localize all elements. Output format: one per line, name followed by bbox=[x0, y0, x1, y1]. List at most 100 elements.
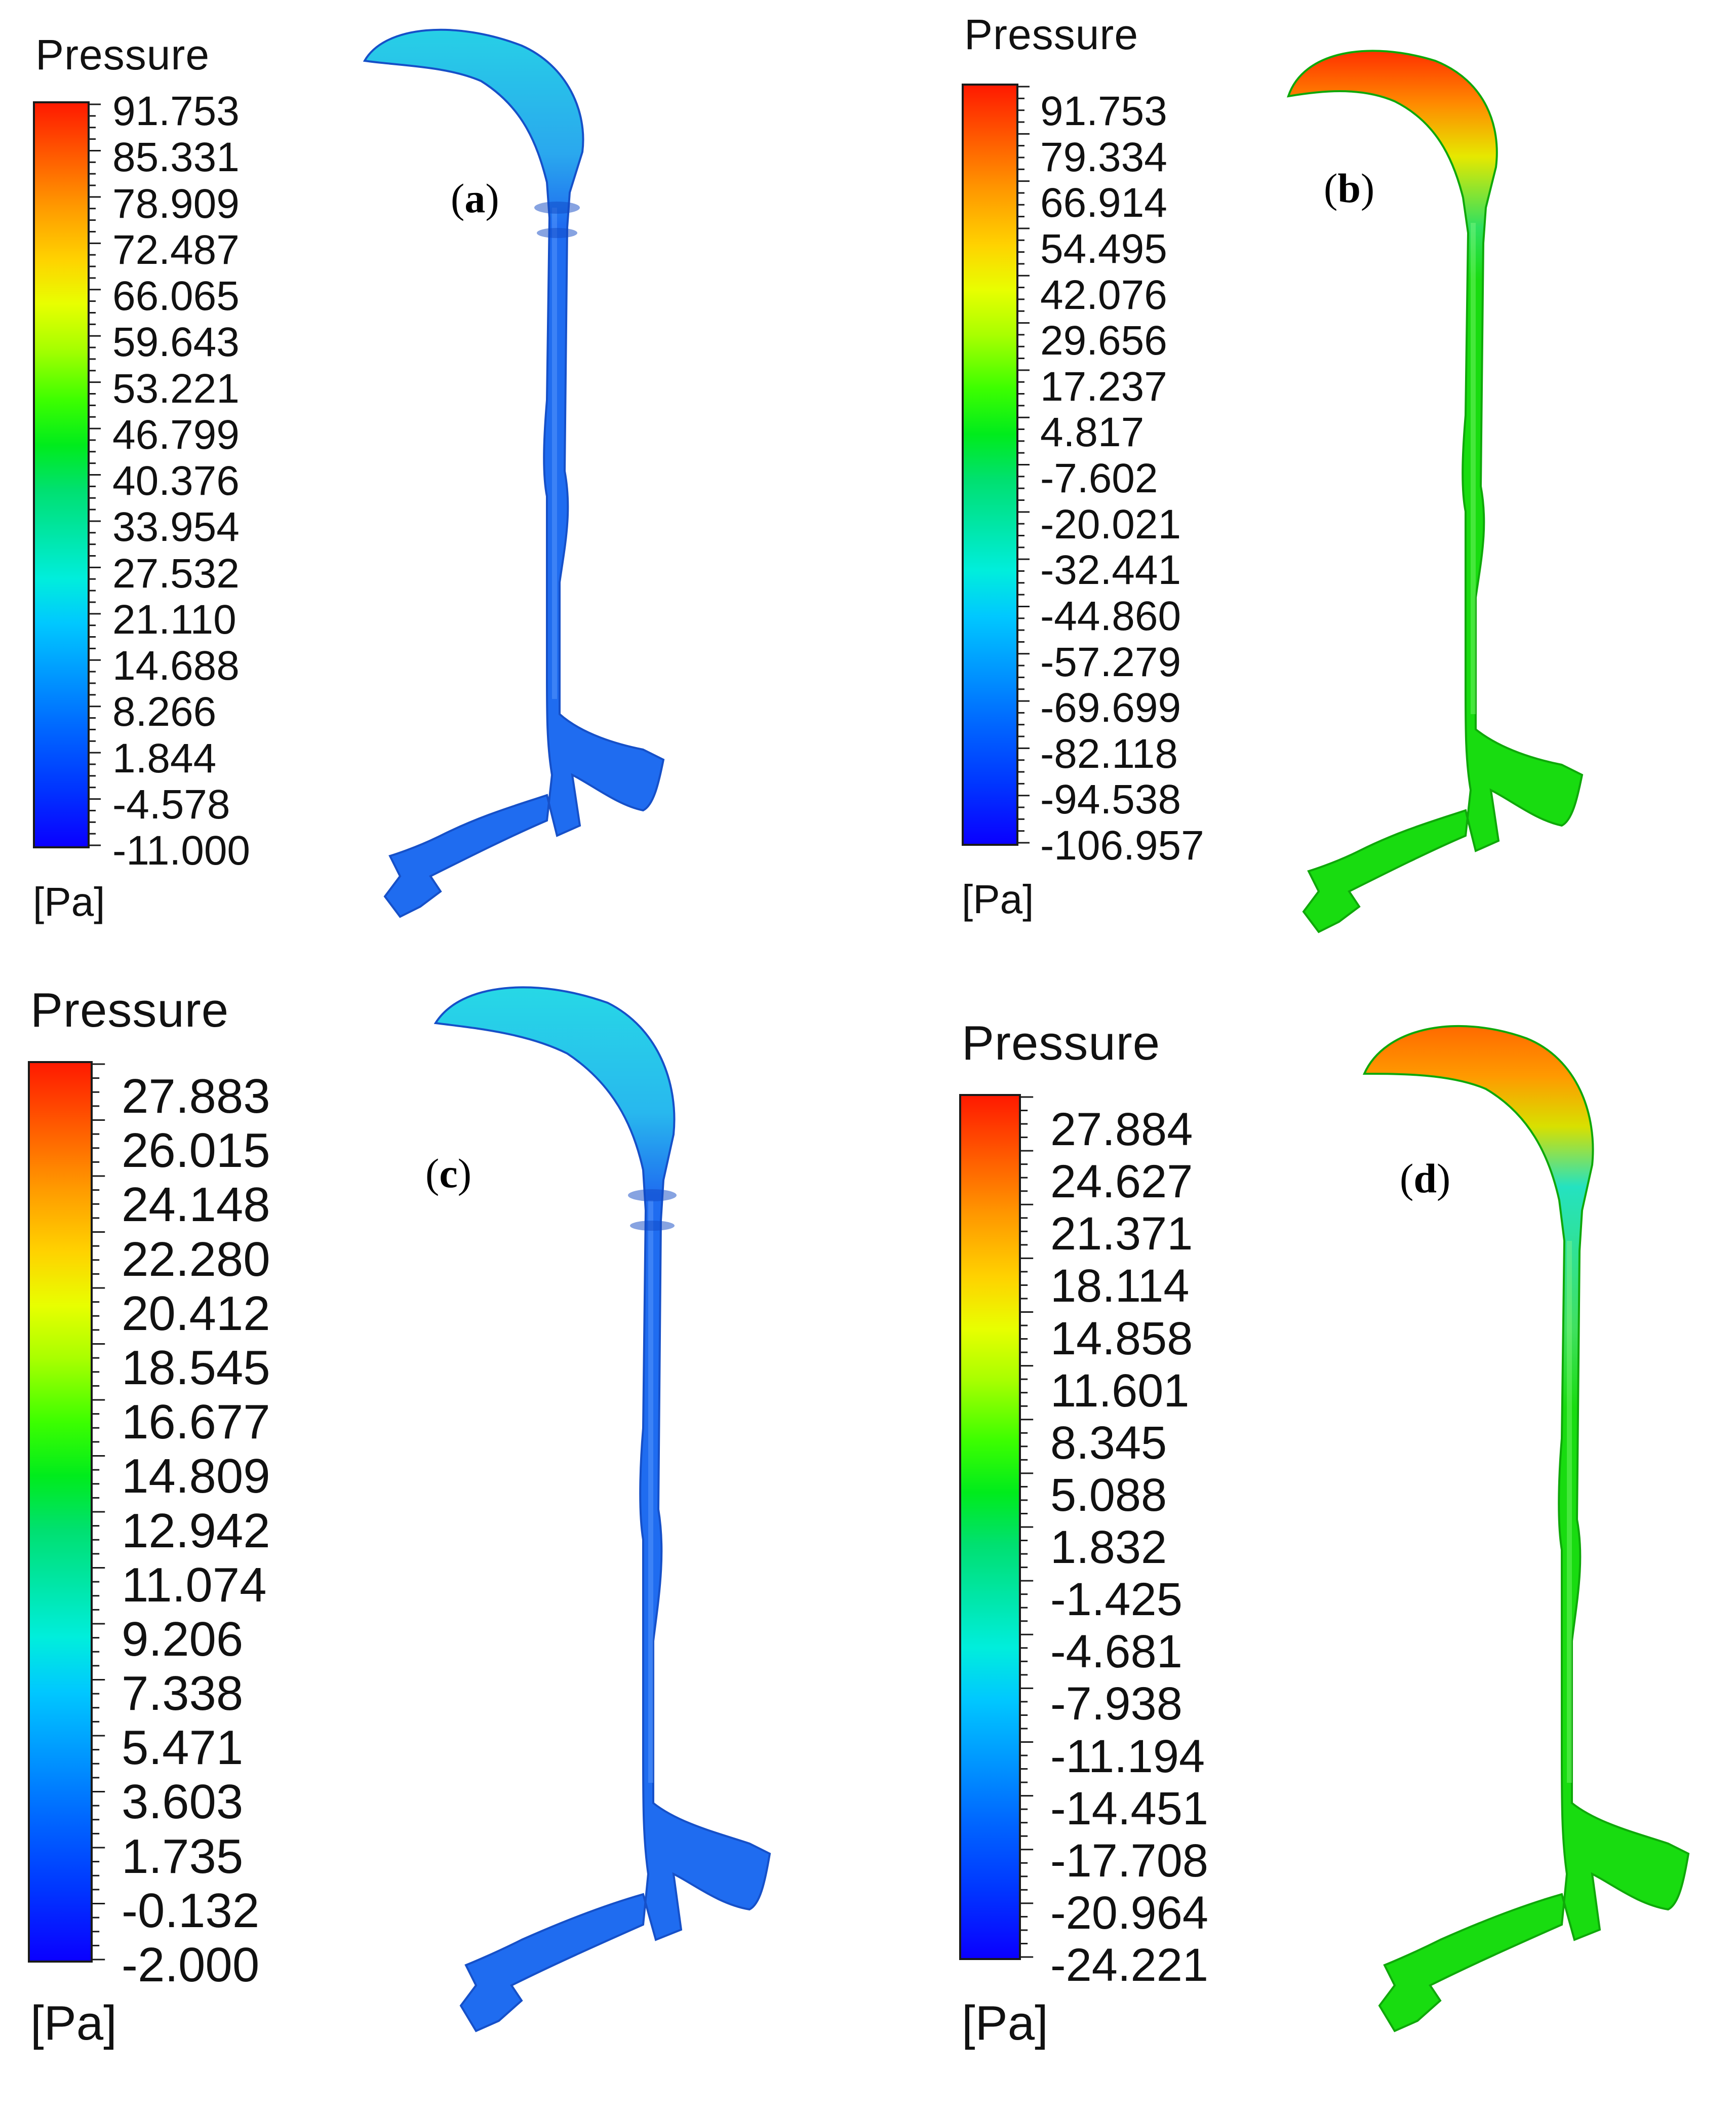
tick-label: 1.832 bbox=[1050, 1521, 1167, 1573]
tick-label: 46.799 bbox=[112, 411, 240, 458]
tick-label: 78.909 bbox=[112, 180, 240, 227]
airway-model bbox=[1362, 1025, 1690, 2032]
tick-label: 20.412 bbox=[122, 1286, 270, 1341]
tick-label: -14.451 bbox=[1050, 1782, 1209, 1834]
tick-label: -4.681 bbox=[1050, 1626, 1182, 1678]
tick-label: 9.206 bbox=[122, 1612, 244, 1666]
panel-c: Pressure 27.883 26.015 24.148 22.280 20.412 1… bbox=[0, 952, 868, 2050]
colorbar-ticks bbox=[1018, 86, 1030, 844]
panel-a: Pressure 91.753 85.331 78.909 72.487 66.065 5… bbox=[0, 0, 868, 1056]
colorbar-ticks bbox=[1021, 1096, 1034, 1958]
tick-label: 42.076 bbox=[1040, 271, 1167, 318]
tick-label: 17.237 bbox=[1040, 363, 1167, 410]
tick-label: -11.194 bbox=[1050, 1730, 1205, 1782]
tick-label: 27.884 bbox=[1050, 1104, 1193, 1155]
tick-label: 14.858 bbox=[1050, 1312, 1193, 1364]
colorbar bbox=[33, 101, 90, 848]
tick-label: 85.331 bbox=[112, 134, 240, 181]
tick-label: -69.699 bbox=[1040, 685, 1181, 731]
colorbar-ticks bbox=[93, 1063, 105, 1961]
unit-label: [Pa] bbox=[33, 879, 105, 924]
tick-label: -44.860 bbox=[1040, 593, 1181, 639]
tick-label: 8.345 bbox=[1050, 1417, 1167, 1469]
tick-label: -82.118 bbox=[1040, 730, 1178, 777]
tick-label: 14.809 bbox=[122, 1449, 270, 1504]
legend-title: Pressure bbox=[962, 1016, 1161, 1070]
tick-label: 16.677 bbox=[122, 1395, 270, 1450]
unit-label: [Pa] bbox=[30, 1996, 117, 2050]
tick-label: -24.221 bbox=[1050, 1939, 1209, 1991]
legend-title: Pressure bbox=[35, 31, 210, 79]
airway-model bbox=[1287, 50, 1584, 933]
airway-model bbox=[363, 28, 665, 918]
tick-label: -0.132 bbox=[122, 1883, 260, 1938]
tick-label: 1.735 bbox=[122, 1829, 244, 1884]
tick-label: -7.938 bbox=[1050, 1678, 1182, 1730]
tick-label: -1.425 bbox=[1050, 1574, 1182, 1626]
tick-label: 53.221 bbox=[112, 365, 240, 412]
colorbar bbox=[962, 84, 1018, 846]
panel-tag-letter: b bbox=[1337, 165, 1361, 211]
legend-title: Pressure bbox=[30, 983, 229, 1037]
tick-label: 40.376 bbox=[112, 458, 240, 504]
unit-label: [Pa] bbox=[962, 1996, 1048, 2050]
tick-label: 5.471 bbox=[122, 1720, 244, 1775]
tick-label: -32.441 bbox=[1040, 547, 1181, 594]
tick-label: -20.964 bbox=[1050, 1887, 1209, 1939]
panel-d: Pressure 27.884 24.627 21.371 18.114 14.858 1… bbox=[868, 952, 1736, 2050]
tick-label: 59.643 bbox=[112, 319, 240, 366]
tick-label: 33.954 bbox=[112, 504, 240, 551]
tick-label: 24.627 bbox=[1050, 1156, 1193, 1208]
tick-label: 66.914 bbox=[1040, 180, 1167, 226]
tick-label: 26.015 bbox=[122, 1123, 270, 1178]
panel-tag: (a) bbox=[451, 175, 499, 221]
panel-b: Pressure 91.753 79.334 66.914 54.495 42.076 2… bbox=[868, 0, 1736, 1056]
tick-label: -4.578 bbox=[112, 781, 230, 828]
tick-label: 54.495 bbox=[1040, 225, 1167, 272]
tick-label: 12.942 bbox=[122, 1503, 270, 1558]
tick-label: -57.279 bbox=[1040, 639, 1181, 685]
tick-label: -106.957 bbox=[1040, 823, 1204, 869]
colorbar bbox=[959, 1094, 1021, 1960]
panel-tag-letter: c bbox=[439, 1150, 458, 1196]
colorbar bbox=[28, 1061, 93, 1963]
tick-label: -94.538 bbox=[1040, 776, 1181, 823]
tick-label: -20.021 bbox=[1040, 501, 1181, 547]
tick-label: 3.603 bbox=[122, 1775, 244, 1829]
panel-tag: (d) bbox=[1400, 1155, 1451, 1201]
tick-label: 91.753 bbox=[112, 88, 240, 134]
tick-label: -7.602 bbox=[1040, 455, 1158, 501]
tick-label: 18.545 bbox=[122, 1340, 270, 1395]
colorbar-ticks bbox=[90, 103, 101, 846]
airway-model bbox=[433, 986, 771, 2032]
tick-label: 18.114 bbox=[1050, 1260, 1190, 1312]
panel-tag: (b) bbox=[1324, 165, 1375, 211]
tick-label: 79.334 bbox=[1040, 134, 1167, 180]
unit-label: [Pa] bbox=[962, 877, 1034, 922]
tick-label: 7.338 bbox=[122, 1666, 244, 1721]
tick-label: 21.110 bbox=[112, 596, 236, 643]
tick-label: 11.601 bbox=[1050, 1364, 1190, 1417]
tick-label: -2.000 bbox=[122, 1938, 260, 1992]
tick-label: 8.266 bbox=[112, 689, 217, 735]
tick-label: 29.656 bbox=[1040, 318, 1167, 364]
tick-label: 91.753 bbox=[1040, 88, 1167, 134]
tick-label: 27.532 bbox=[112, 550, 240, 597]
tick-label: 21.371 bbox=[1050, 1208, 1193, 1260]
tick-label: -17.708 bbox=[1050, 1834, 1209, 1887]
tick-label: 22.280 bbox=[122, 1232, 270, 1286]
tick-label: 11.074 bbox=[122, 1557, 267, 1612]
panel-tag-letter: a bbox=[464, 175, 486, 221]
tick-label: 72.487 bbox=[112, 226, 240, 273]
tick-label: 66.065 bbox=[112, 273, 240, 319]
panel-tag-letter: d bbox=[1413, 1155, 1437, 1201]
tick-label: 24.148 bbox=[122, 1178, 270, 1232]
legend-title: Pressure bbox=[964, 11, 1139, 58]
tick-label: 14.688 bbox=[112, 643, 240, 689]
tick-label: 1.844 bbox=[112, 735, 217, 781]
tick-label: 4.817 bbox=[1040, 409, 1145, 456]
tick-label: 27.883 bbox=[122, 1069, 270, 1123]
panel-tag: (c) bbox=[425, 1150, 472, 1196]
tick-label: -11.000 bbox=[112, 828, 251, 874]
tick-label: 5.088 bbox=[1050, 1469, 1167, 1521]
